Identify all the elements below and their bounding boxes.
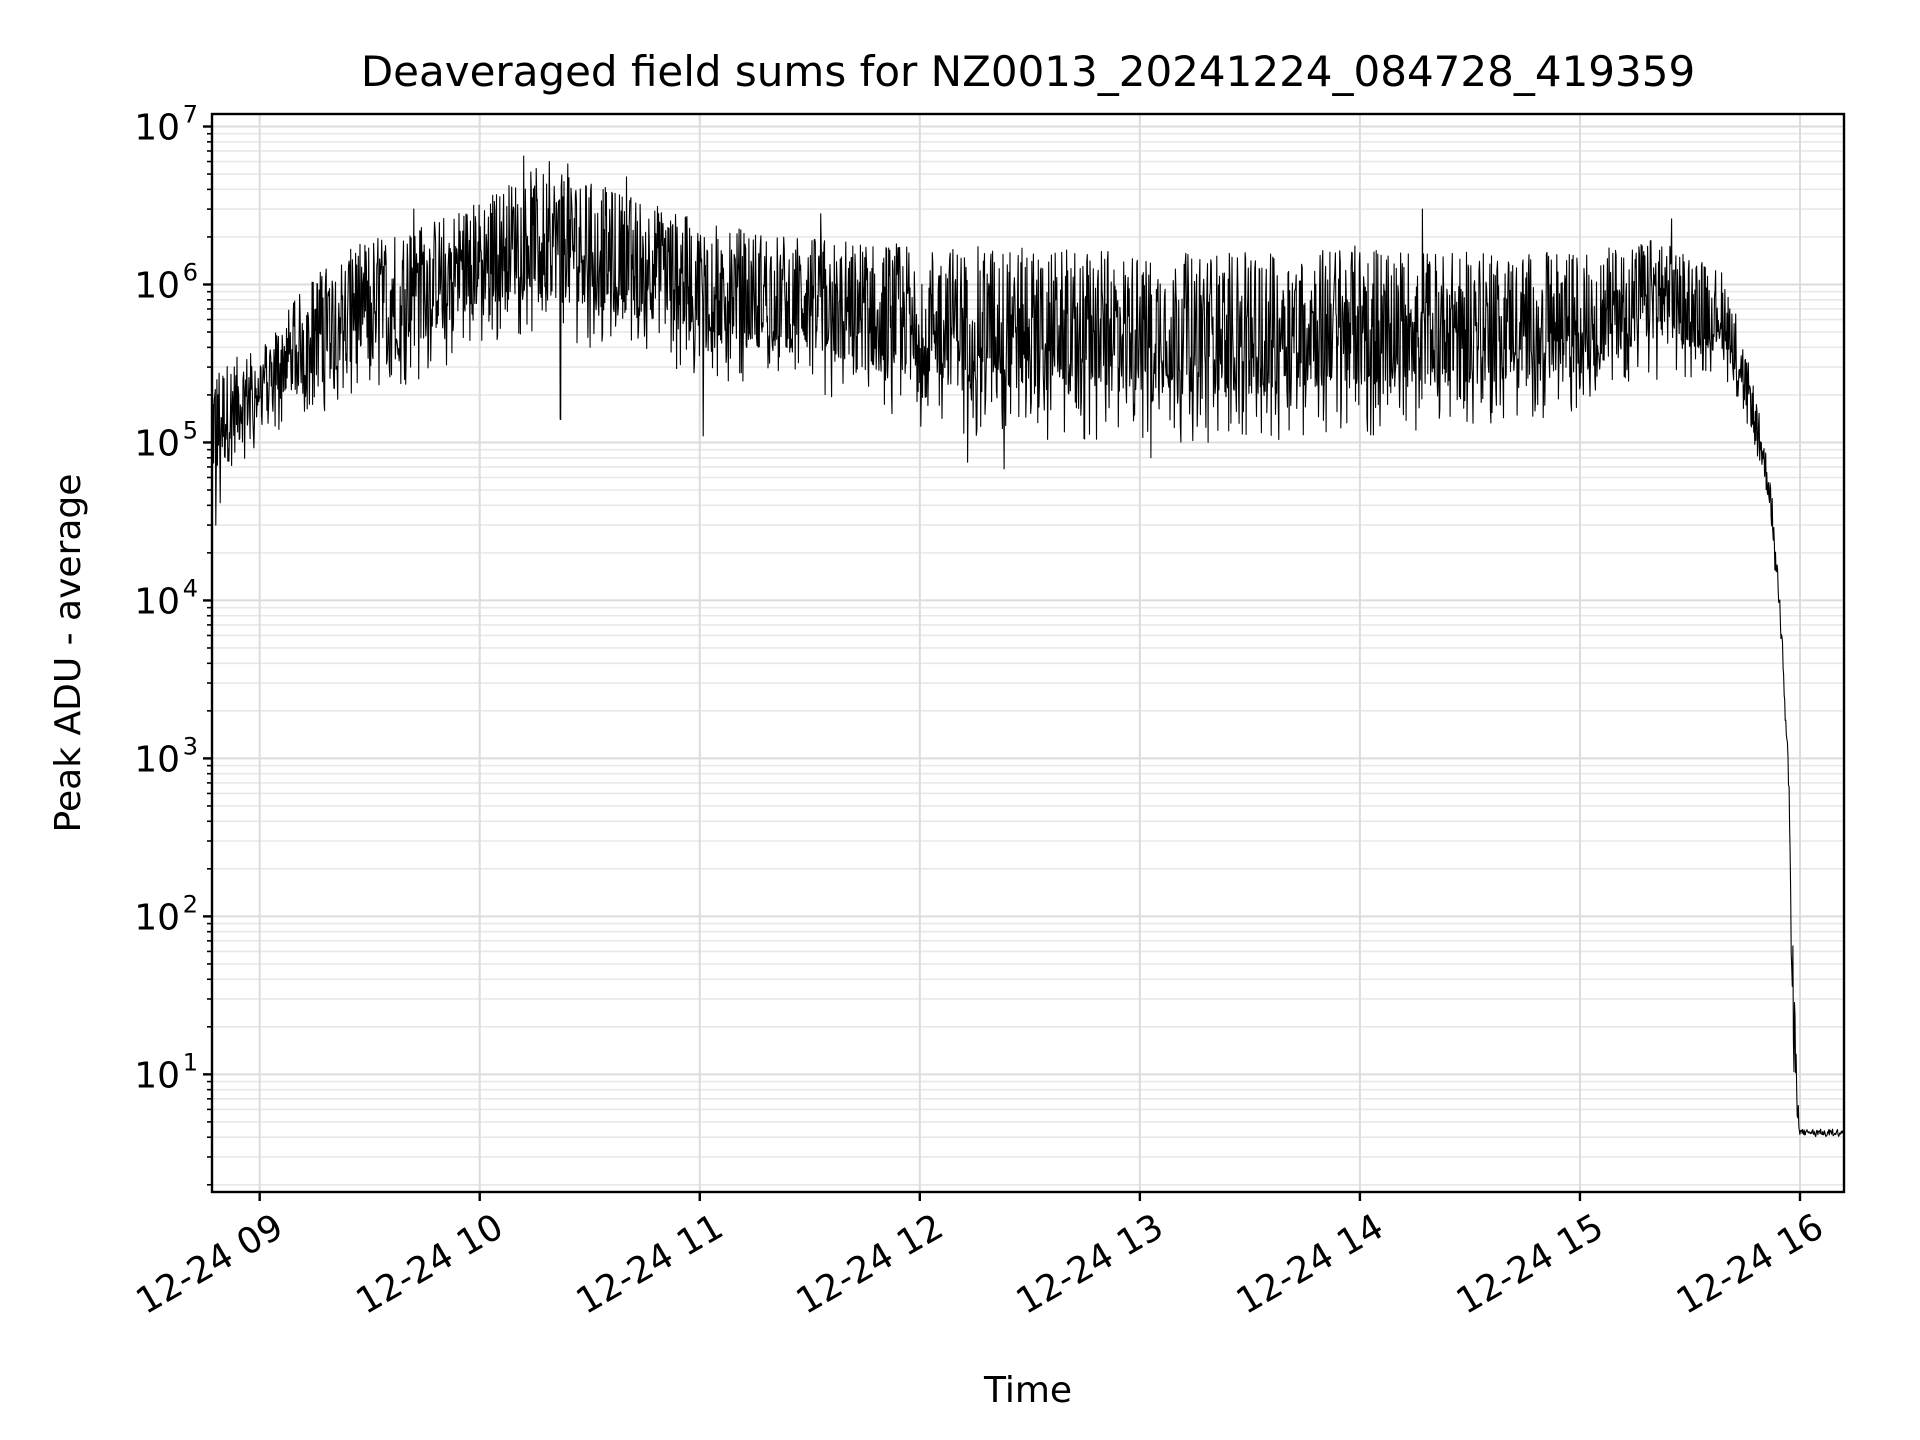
y-tick-label: 10 (134, 739, 180, 780)
y-tick-exponent: 4 (183, 574, 198, 602)
y-tick-exponent: 3 (183, 732, 198, 760)
y-tick-exponent: 6 (183, 258, 198, 286)
y-tick-label: 10 (134, 897, 180, 938)
y-tick-exponent: 7 (183, 101, 198, 129)
y-tick-exponent: 5 (183, 416, 198, 444)
x-axis-label: Time (983, 1370, 1072, 1411)
y-tick-label: 10 (134, 581, 180, 622)
y-tick-label: 10 (134, 108, 180, 149)
plot-frame (210, 112, 1846, 1194)
y-axis-label: Peak ADU - average (48, 474, 89, 833)
y-tick-label: 10 (134, 265, 180, 306)
y-tick-label: 10 (134, 1055, 180, 1096)
y-tick-label: 10 (134, 423, 180, 464)
chart-title: Deaveraged field sums for NZ0013_2024122… (361, 47, 1695, 96)
y-tick-exponent: 2 (183, 890, 198, 918)
series-line (211, 155, 1845, 1138)
y-tick-exponent: 1 (183, 1048, 198, 1076)
series-path (211, 155, 1845, 1138)
